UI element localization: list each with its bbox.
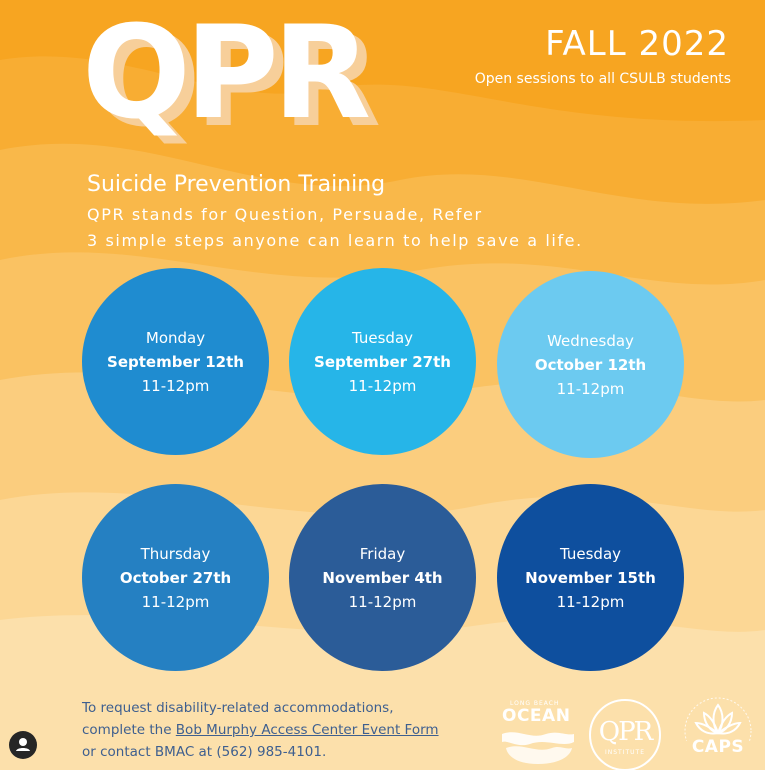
session-date: September 12th [107, 352, 244, 371]
qpr-institute-logo: QPR INSTITUTE [589, 699, 661, 770]
access-suffix: or contact BMAC at (562) 985-4101. [82, 744, 327, 760]
session-circle: Wednesday October 12th 11-12pm [497, 271, 684, 458]
accessibility-note: To request disability-related accommodat… [82, 697, 442, 763]
ocean-logo-top: LONG BEACH [510, 700, 560, 707]
ocean-logo: LONG BEACH OCEAN [500, 700, 580, 766]
caps-logo: CAPS [680, 697, 756, 770]
person-icon [16, 738, 30, 751]
access-prefix: To request disability-related accommodat… [82, 700, 394, 738]
intro-line-1: QPR stands for Question, Persuade, Refer [87, 205, 483, 224]
access-form-link[interactable]: Bob Murphy Access Center Event Form [175, 722, 439, 738]
session-date: November 15th [525, 568, 656, 587]
session-time: 11-12pm [556, 379, 625, 398]
session-circle: Thursday October 27th 11-12pm [82, 484, 269, 671]
session-day: Monday [145, 328, 206, 347]
session-day: Wednesday [547, 331, 634, 350]
session-time: 11-12pm [141, 592, 210, 611]
lotus-icon [684, 697, 752, 765]
session-time: 11-12pm [348, 376, 417, 395]
qpr-logo-text: QPR [598, 717, 653, 747]
session-day: Tuesday [559, 544, 622, 563]
session-time: 11-12pm [141, 376, 210, 395]
caps-logo-text: CAPS [691, 737, 745, 757]
session-time: 11-12pm [348, 592, 417, 611]
session-circle: Tuesday September 27th 11-12pm [289, 268, 476, 455]
wave-icon [502, 732, 574, 764]
session-date: November 4th [322, 568, 443, 587]
session-date: October 27th [119, 568, 232, 587]
intro-line-2: 3 simple steps anyone can learn to help … [87, 231, 583, 250]
session-time: 11-12pm [556, 592, 625, 611]
subtitle: Suicide Prevention Training [87, 172, 386, 197]
qpr-title: QPR [82, 0, 371, 148]
session-day: Friday [359, 544, 406, 563]
session-date: October 12th [534, 355, 647, 374]
tagline: Open sessions to all CSULB students [474, 71, 731, 87]
ocean-logo-text: OCEAN [502, 706, 571, 726]
session-day: Thursday [140, 544, 211, 563]
session-circle: Monday September 12th 11-12pm [82, 268, 269, 455]
term-heading: FALL 2022 [545, 24, 729, 64]
user-avatar-icon[interactable] [9, 731, 37, 759]
session-circle: Tuesday November 15th 11-12pm [497, 484, 684, 671]
session-day: Tuesday [351, 328, 414, 347]
session-circle: Friday November 4th 11-12pm [289, 484, 476, 671]
session-date: September 27th [314, 352, 451, 371]
qpr-logo-sub: INSTITUTE [604, 749, 645, 756]
